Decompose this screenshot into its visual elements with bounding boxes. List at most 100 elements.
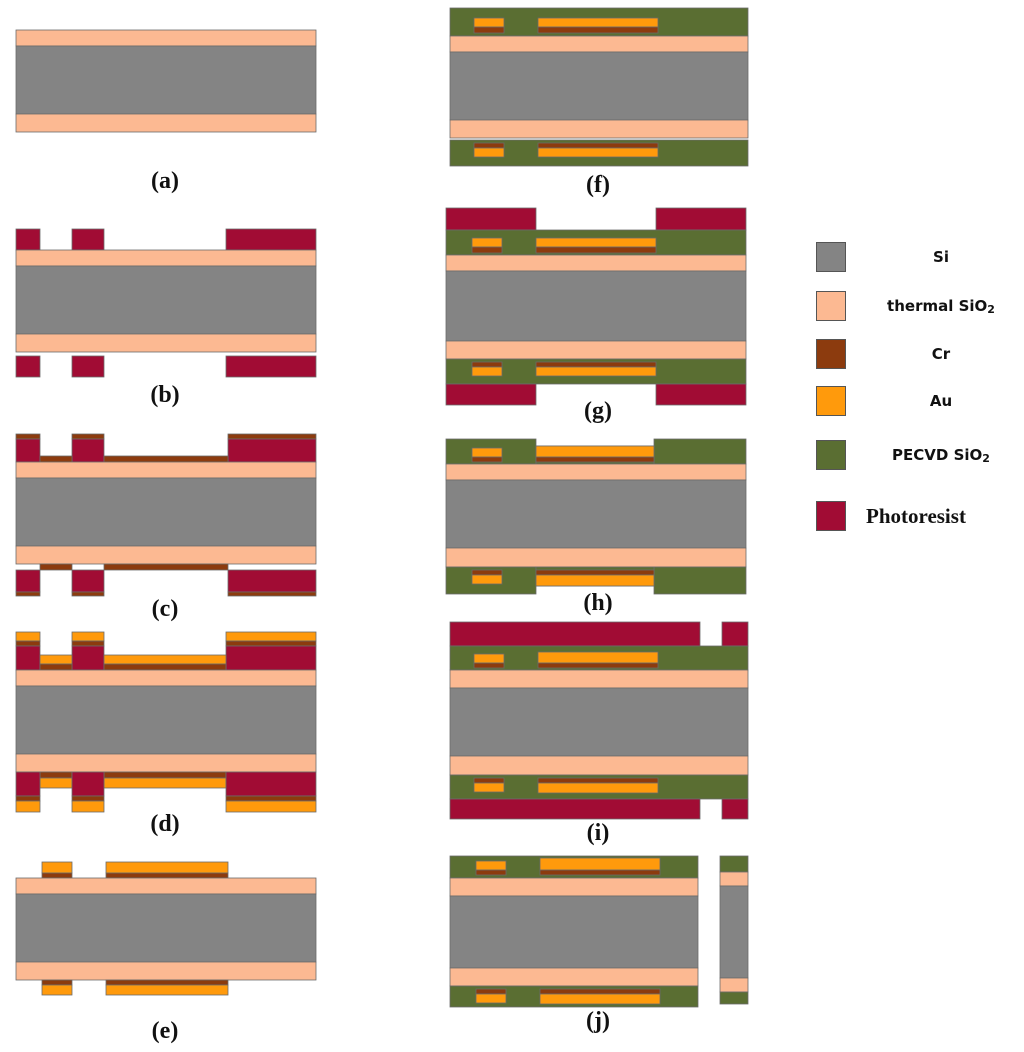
c-bottom-thermal-oxide bbox=[15, 545, 317, 565]
d-bottom-au-pad-right bbox=[103, 777, 227, 789]
e-bottom-au-pad-right bbox=[105, 984, 229, 996]
a-bottom-thermal-oxide bbox=[15, 113, 317, 133]
b-top-thermal-oxide bbox=[15, 249, 317, 267]
d-cr-pad-left bbox=[39, 663, 73, 671]
i-bottom-resist-right bbox=[721, 798, 749, 820]
e-bottom-cr-pad-left bbox=[41, 979, 73, 986]
c-resist-mid bbox=[71, 438, 105, 463]
j-edge-silicon bbox=[719, 885, 749, 979]
pecvd-sio2-swatch bbox=[816, 440, 846, 470]
j-edge-top-thermal-oxide bbox=[719, 871, 749, 887]
i-bottom-thermal-oxide bbox=[449, 755, 749, 776]
i-silicon-substrate bbox=[449, 687, 749, 757]
au-swatch bbox=[816, 386, 846, 416]
b-resist-mid bbox=[71, 228, 105, 251]
f-bottom-cr-pad-right bbox=[537, 142, 659, 149]
j-edge-bottom-thermal-oxide bbox=[719, 977, 749, 993]
c-cr-on-resist-left bbox=[15, 433, 41, 440]
g-bottom-resist-left bbox=[445, 383, 537, 406]
c-bottom-cr-on-resist-left bbox=[15, 591, 41, 597]
thermal-sio2-swatch bbox=[816, 291, 846, 321]
c-cr-pad-right bbox=[103, 455, 229, 463]
g-au-pad-left bbox=[471, 237, 503, 248]
g-bottom-au-pad-left bbox=[471, 366, 503, 377]
h-bottom-au-pad-left bbox=[471, 574, 503, 585]
i-au-pad-right bbox=[537, 651, 659, 664]
j-edge-bottom-pecvd-oxide bbox=[719, 991, 749, 1005]
h-silicon-substrate bbox=[445, 479, 747, 549]
j-au-pad-left bbox=[475, 860, 507, 871]
j-silicon-substrate bbox=[449, 895, 699, 969]
c-bottom-resist-mid bbox=[71, 569, 105, 593]
photoresist-swatch bbox=[816, 501, 846, 531]
h-cr-pad-left bbox=[471, 456, 503, 463]
legend-label-si: Si bbox=[933, 248, 949, 266]
j-bottom-cr-pad-right bbox=[539, 988, 661, 995]
caption-d: (d) bbox=[150, 811, 180, 837]
i-cr-pad-left bbox=[473, 662, 505, 669]
d-bottom-resist-mid bbox=[71, 771, 105, 797]
f-cr-pad-left bbox=[473, 26, 505, 34]
e-bottom-cr-pad-right bbox=[105, 979, 229, 986]
h-bottom-pecvd-oxide-right bbox=[653, 566, 747, 595]
e-au-pad-right bbox=[105, 861, 229, 874]
d-bottom-cr-on-resist-right bbox=[225, 795, 317, 802]
si-swatch bbox=[816, 242, 846, 272]
caption-h: (h) bbox=[583, 590, 613, 616]
j-top-thermal-oxide bbox=[449, 877, 699, 897]
i-au-pad-left bbox=[473, 653, 505, 664]
legend-label-cr: Cr bbox=[931, 345, 951, 363]
i-bottom-cr-pad-left bbox=[473, 777, 505, 784]
caption-c: (c) bbox=[151, 596, 179, 622]
c-resist-left bbox=[15, 438, 41, 463]
c-bottom-resist-right bbox=[227, 569, 317, 593]
e-bottom-thermal-oxide bbox=[15, 961, 317, 981]
g-resist-left bbox=[445, 207, 537, 231]
j-bottom-cr-pad-left bbox=[475, 988, 507, 995]
d-bottom-cr-on-resist-left bbox=[15, 795, 41, 802]
d-resist-left bbox=[15, 645, 41, 671]
h-au-pad-right bbox=[535, 445, 655, 458]
c-bottom-resist-left bbox=[15, 569, 41, 593]
d-bottom-cr-pad-right bbox=[103, 771, 227, 779]
e-silicon-substrate bbox=[15, 893, 317, 963]
g-resist-right bbox=[655, 207, 747, 231]
b-silicon-substrate bbox=[15, 265, 317, 335]
i-resist-main bbox=[449, 621, 701, 647]
caption-b: (b) bbox=[150, 382, 180, 408]
f-bottom-au-pad-right bbox=[537, 147, 659, 158]
i-resist-right bbox=[721, 621, 749, 647]
legend-label-pecvd-sio2: PECVD SiO2 bbox=[856, 440, 1024, 474]
c-resist-right bbox=[227, 438, 317, 463]
caption-a: (a) bbox=[151, 168, 179, 194]
i-bottom-au-pad-right bbox=[537, 782, 659, 794]
b-bottom-resist-right bbox=[225, 355, 317, 378]
d-bottom-au-on-resist-left bbox=[15, 800, 41, 813]
a-top-thermal-oxide bbox=[15, 29, 317, 47]
legend-label-thermal-sio2: thermal SiO2 bbox=[856, 291, 1024, 325]
g-bottom-cr-pad-left bbox=[471, 361, 503, 368]
b-bottom-resist-mid bbox=[71, 355, 105, 378]
caption-j: (j) bbox=[586, 1008, 610, 1034]
g-bottom-cr-pad-right bbox=[535, 361, 657, 368]
d-bottom-thermal-oxide bbox=[15, 753, 317, 773]
d-au-pad-right bbox=[103, 654, 227, 665]
d-au-on-resist-mid bbox=[71, 631, 105, 642]
d-top-thermal-oxide bbox=[15, 669, 317, 687]
g-au-pad-right bbox=[535, 237, 657, 248]
f-bottom-au-pad-left bbox=[473, 147, 505, 158]
caption-g: (g) bbox=[584, 398, 612, 424]
d-au-on-resist-left bbox=[15, 631, 41, 642]
h-top-thermal-oxide bbox=[445, 463, 747, 481]
d-cr-on-resist-left bbox=[15, 640, 41, 647]
d-bottom-cr-on-resist-mid bbox=[71, 795, 105, 802]
g-bottom-thermal-oxide bbox=[445, 340, 747, 360]
j-bottom-au-pad-right bbox=[539, 993, 661, 1005]
c-silicon-substrate bbox=[15, 477, 317, 547]
f-cr-pad-right bbox=[537, 26, 659, 34]
h-bottom-au-pad-right bbox=[535, 574, 655, 587]
c-cr-on-resist-mid bbox=[71, 433, 105, 440]
caption-i: (i) bbox=[586, 820, 610, 846]
